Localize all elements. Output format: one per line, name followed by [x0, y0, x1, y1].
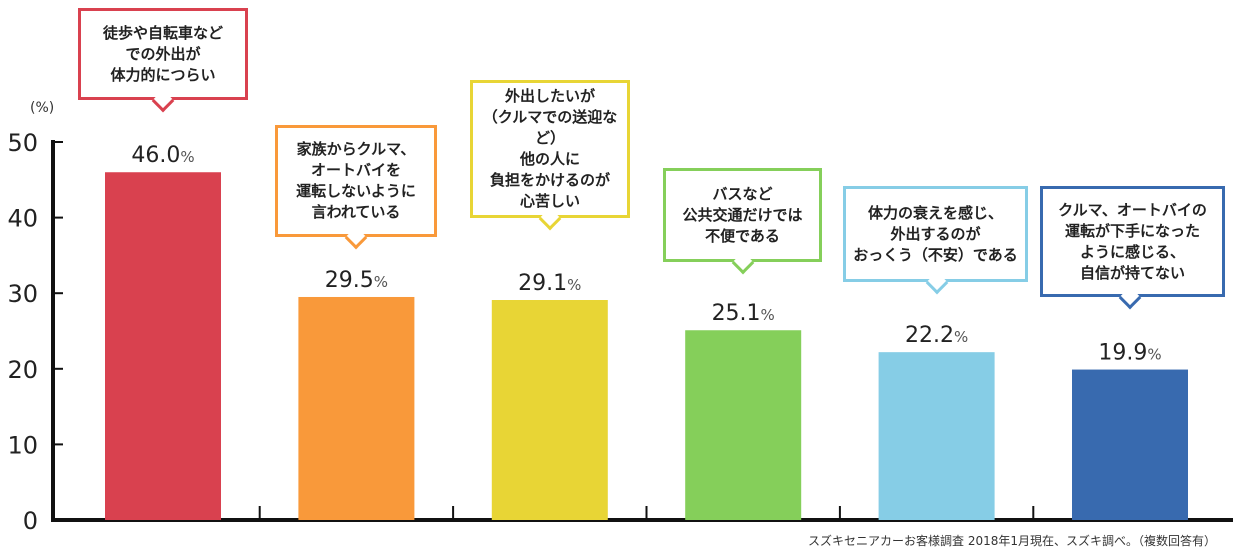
category-label: 家族からクルマ、 オートバイを 運転しないように 言われている — [296, 140, 416, 221]
category-callout: 徒歩や自転車など での外出が 体力的につらい — [78, 8, 248, 113]
category-label: バスなど 公共交通だけでは 不便である — [682, 184, 803, 245]
y-tick-label: 0 — [23, 507, 38, 535]
category-callout: 体力の衰えを感じ、 外出するのが おっくう（不安）である — [843, 186, 1028, 295]
data-label: 29.1% — [518, 271, 581, 296]
category-callout: 家族からクルマ、 オートバイを 運転しないように 言われている — [275, 125, 437, 250]
y-tick-label: 20 — [7, 356, 38, 384]
category-callout: 外出したいが （クルマでの送迎など） 他の人に 負担をかけるのが 心苦しい — [470, 80, 630, 231]
bar — [491, 300, 608, 520]
category-callout: クルマ、オートバイの 運転が下手になった ように感じる、 自信が持てない — [1040, 186, 1225, 310]
category-label: 外出したいが （クルマでの送迎など） 他の人に 負担をかけるのが 心苦しい — [482, 87, 618, 210]
source-note: スズキセニアカーお客様調査 2018年1月現在、スズキ調べ。（複数回答有） — [808, 534, 1216, 548]
bar — [105, 172, 221, 521]
data-label: 29.5% — [325, 268, 388, 293]
y-tick-label: 10 — [7, 431, 38, 459]
data-label: 25.1% — [712, 301, 775, 326]
category-label: クルマ、オートバイの 運転が下手になった ように感じる、 自信が持てない — [1058, 200, 1207, 282]
y-tick-label: 50 — [7, 129, 38, 157]
data-label: 19.9% — [1098, 341, 1161, 366]
y-tick-label: 40 — [7, 205, 38, 233]
bar — [685, 330, 802, 520]
y-axis-unit-label: (%) — [30, 100, 55, 116]
bar — [878, 352, 995, 520]
data-label: 46.0% — [131, 143, 194, 168]
bar — [1072, 369, 1188, 520]
data-label: 22.2% — [905, 323, 968, 348]
category-callout: バスなど 公共交通だけでは 不便である — [663, 168, 822, 275]
y-tick-label: 30 — [7, 280, 38, 308]
category-label: 徒歩や自転車など での外出が 体力的につらい — [102, 23, 223, 84]
bar — [298, 296, 415, 520]
category-label: 体力の衰えを感じ、 外出するのが おっくう（不安）である — [853, 203, 1018, 264]
